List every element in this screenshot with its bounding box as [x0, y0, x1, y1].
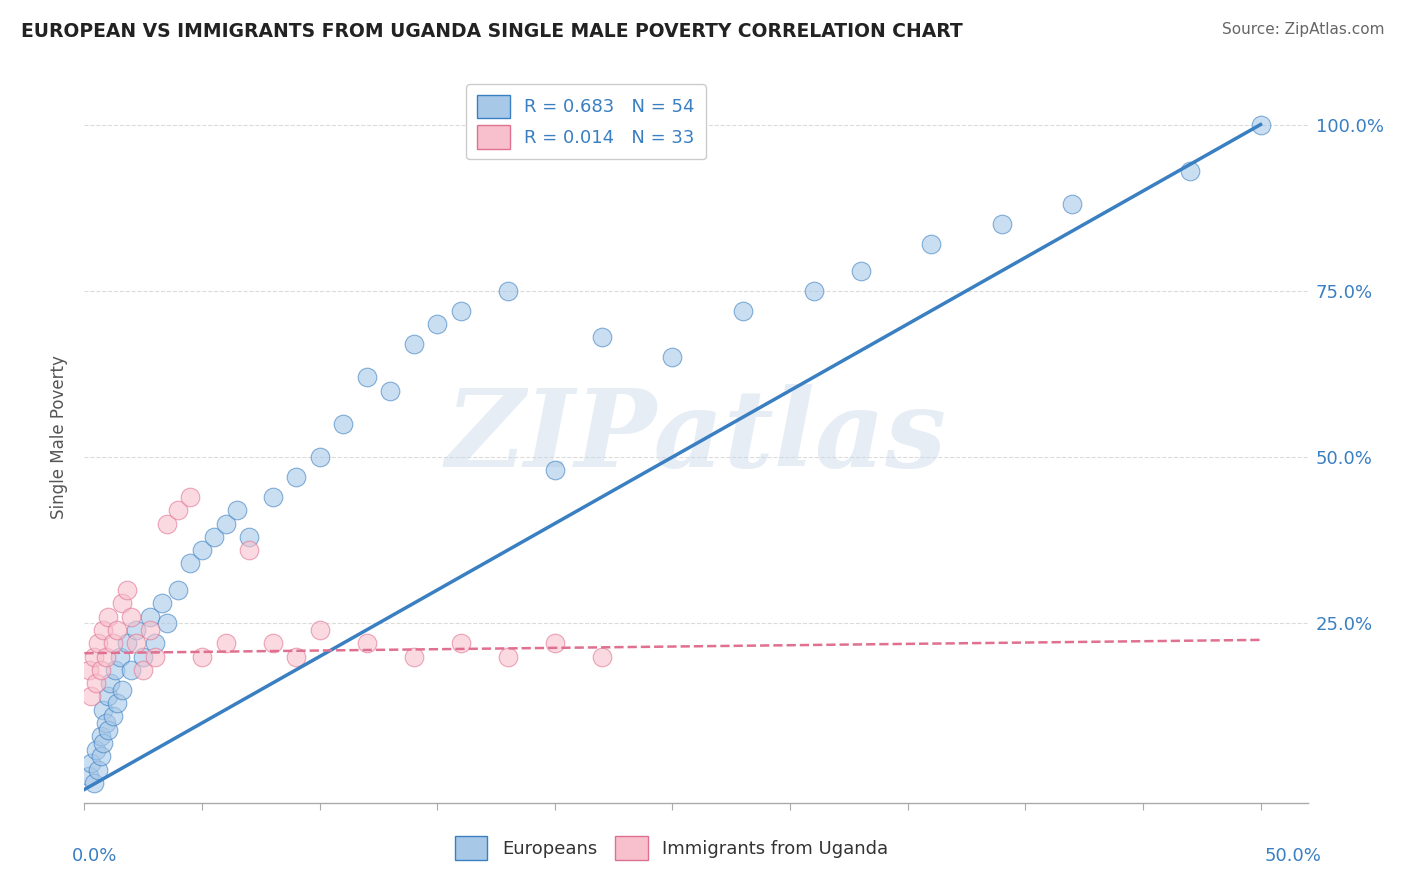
Text: EUROPEAN VS IMMIGRANTS FROM UGANDA SINGLE MALE POVERTY CORRELATION CHART: EUROPEAN VS IMMIGRANTS FROM UGANDA SINGL… — [21, 22, 963, 41]
Point — [77, 663, 100, 677]
Point — [202, 530, 225, 544]
Point — [132, 663, 155, 677]
Point — [83, 776, 105, 790]
Point — [731, 303, 754, 318]
Point — [104, 663, 127, 677]
Point — [167, 582, 190, 597]
Point — [101, 636, 124, 650]
Point — [1062, 197, 1084, 211]
Point — [167, 503, 190, 517]
Point — [450, 636, 472, 650]
Point — [179, 557, 201, 571]
Point — [98, 676, 121, 690]
Point — [108, 649, 131, 664]
Point — [97, 690, 120, 704]
Point — [262, 636, 284, 650]
Point — [101, 709, 124, 723]
Point — [544, 463, 567, 477]
Point — [156, 516, 179, 531]
Point — [87, 763, 110, 777]
Point — [920, 237, 942, 252]
Point — [120, 663, 142, 677]
Point — [132, 649, 155, 664]
Point — [120, 609, 142, 624]
Text: Source: ZipAtlas.com: Source: ZipAtlas.com — [1222, 22, 1385, 37]
Point — [94, 649, 117, 664]
Legend: Europeans, Immigrants from Uganda: Europeans, Immigrants from Uganda — [447, 830, 896, 867]
Point — [125, 623, 148, 637]
Point — [356, 636, 378, 650]
Point — [91, 736, 114, 750]
Point — [591, 330, 613, 344]
Point — [80, 756, 103, 770]
Point — [115, 636, 138, 650]
Point — [91, 703, 114, 717]
Point — [285, 470, 308, 484]
Point — [191, 543, 214, 558]
Point — [84, 676, 107, 690]
Point — [426, 317, 449, 331]
Point — [139, 609, 162, 624]
Point — [285, 649, 308, 664]
Point — [143, 649, 166, 664]
Point — [125, 636, 148, 650]
Point — [77, 769, 100, 783]
Point — [105, 623, 128, 637]
Point — [380, 384, 402, 398]
Point — [402, 337, 425, 351]
Point — [1178, 164, 1201, 178]
Point — [179, 490, 201, 504]
Point — [143, 636, 166, 650]
Point — [214, 636, 236, 650]
Point — [238, 543, 260, 558]
Y-axis label: Single Male Poverty: Single Male Poverty — [51, 355, 69, 519]
Point — [591, 649, 613, 664]
Point — [991, 217, 1014, 231]
Point — [214, 516, 236, 531]
Point — [111, 682, 134, 697]
Point — [80, 690, 103, 704]
Point — [156, 616, 179, 631]
Point — [191, 649, 214, 664]
Point — [308, 623, 330, 637]
Point — [402, 649, 425, 664]
Point — [90, 663, 112, 677]
Point — [262, 490, 284, 504]
Text: ZIPatlas: ZIPatlas — [446, 384, 946, 490]
Point — [496, 284, 519, 298]
Point — [150, 596, 173, 610]
Text: 0.0%: 0.0% — [72, 847, 118, 864]
Point — [87, 636, 110, 650]
Point — [90, 729, 112, 743]
Point — [450, 303, 472, 318]
Point — [111, 596, 134, 610]
Point — [97, 723, 120, 737]
Point — [84, 742, 107, 756]
Point — [661, 351, 683, 365]
Point — [1250, 118, 1272, 132]
Point — [97, 609, 120, 624]
Point — [544, 636, 567, 650]
Point — [308, 450, 330, 464]
Point — [332, 417, 354, 431]
Point — [105, 696, 128, 710]
Point — [226, 503, 249, 517]
Point — [803, 284, 825, 298]
Point — [139, 623, 162, 637]
Point — [94, 716, 117, 731]
Point — [849, 264, 872, 278]
Point — [115, 582, 138, 597]
Point — [83, 649, 105, 664]
Point — [356, 370, 378, 384]
Point — [91, 623, 114, 637]
Point — [90, 749, 112, 764]
Point — [238, 530, 260, 544]
Text: 50.0%: 50.0% — [1265, 847, 1322, 864]
Point — [496, 649, 519, 664]
